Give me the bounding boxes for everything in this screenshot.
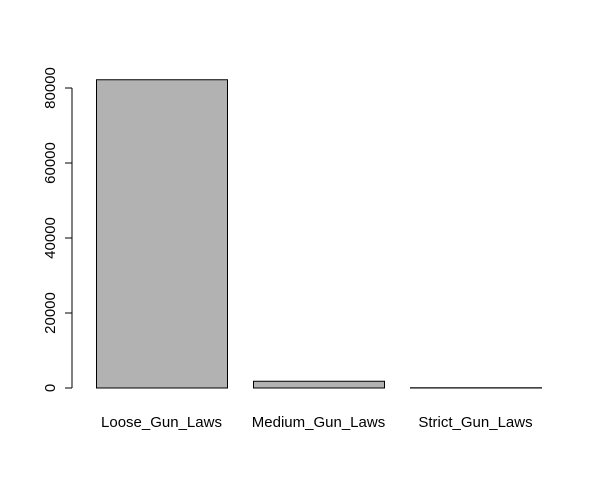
x-tick-label: Medium_Gun_Laws [252,414,385,431]
bar-medium-gun-laws [253,380,385,389]
y-tick-label: 80000 [42,67,59,109]
x-axis-labels: Loose_Gun_Laws Medium_Gun_Laws Strict_Gun_… [101,414,533,431]
y-tick-label: 0 [42,384,59,392]
bar-loose-gun-laws [96,79,228,389]
y-axis: 0 20000 40000 60000 80000 [42,67,73,392]
y-tick-label: 40000 [42,217,59,259]
bars [96,79,542,389]
x-tick-label: Strict_Gun_Laws [418,414,532,431]
y-tick-label: 60000 [42,142,59,184]
y-tick-label: 20000 [42,292,59,334]
x-tick-label: Loose_Gun_Laws [101,414,222,431]
